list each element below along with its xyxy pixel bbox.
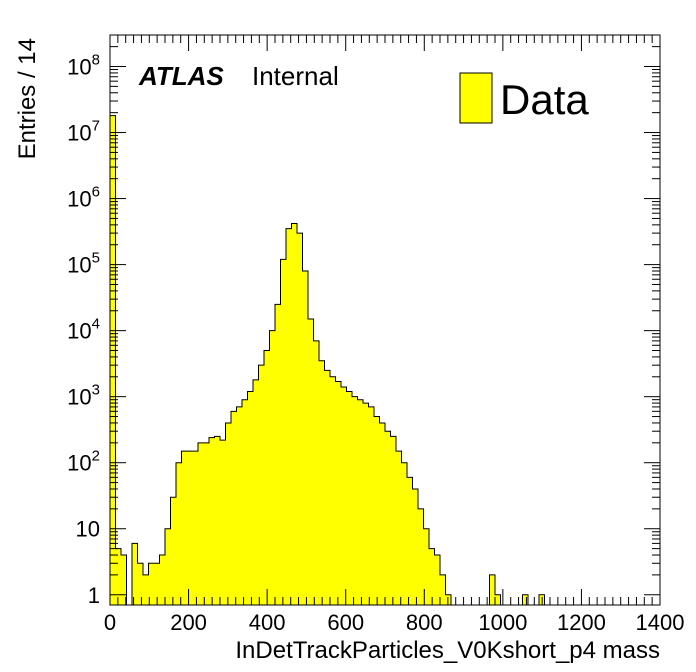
histogram-bar [418,508,424,605]
histogram-bar [385,431,391,605]
histogram-bar [374,416,380,605]
x-tick-label: 1400 [636,610,685,635]
y-tick-label: 106 [67,184,100,212]
y-tick-label: 105 [67,250,100,278]
histogram-bar [357,399,363,605]
x-tick-label: 400 [249,610,286,635]
histogram-bars [109,115,550,606]
histogram-bar [269,330,275,605]
histogram-bar [181,451,187,605]
histogram-bar [368,406,374,605]
histogram-bar [154,563,160,605]
y-tick-label: 107 [67,118,100,146]
x-tick-label: 200 [170,610,207,635]
histogram-bar [286,228,292,605]
legend-swatch-data [459,72,493,124]
histogram-bar [313,340,319,605]
histogram-bar [489,574,495,605]
histogram-bar [335,381,341,605]
legend-label-data: Data [500,76,589,123]
x-tick-labels: 0 200 400 600 800 1000 1200 1400 [104,610,685,635]
x-tick-label: 600 [327,610,364,635]
histogram-bar [495,594,501,605]
histogram-bar [330,376,336,605]
y-tick-labels: 1 10 102 103 104 105 106 107 108 [67,52,100,608]
histogram-bar [407,477,413,605]
x-axis-title: InDetTrackParticles_V0Kshort_p4 mass [235,637,660,664]
histogram-bar [165,528,171,605]
x-tick-label: 1000 [478,610,527,635]
histogram-bar [187,451,193,605]
histogram-bar [132,543,138,605]
histogram-bar [115,548,121,605]
histogram-bar [159,555,165,605]
histogram-bar [379,422,385,605]
histogram-bar [137,563,143,605]
histogram-bar [440,574,446,605]
y-tick-label: 104 [67,316,100,344]
histogram-bar [396,451,402,605]
histogram-bar [302,271,308,605]
histogram-bar [247,391,253,605]
histogram-bar [148,563,154,605]
histogram-bar [236,406,242,605]
histogram-bar [220,440,226,605]
histogram-bar [401,462,407,605]
histogram-bar [297,233,303,605]
histogram-bar [291,223,297,605]
y-tick-label: 108 [67,52,100,80]
x-tick-label: 1200 [557,610,606,635]
atlas-label: ATLAS [138,61,224,91]
histogram-bar [192,451,198,605]
y-tick-label: 102 [67,448,100,476]
histogram-bar [253,379,259,605]
histogram-bar [346,391,352,605]
histogram-bar [308,319,314,605]
histogram-bar [214,436,220,605]
histogram-bar [258,365,264,605]
histogram-bar [121,555,127,605]
histogram-bar [341,387,347,605]
histogram-bar [264,350,270,605]
y-tick-label: 10 [76,517,100,542]
histogram-bar [110,115,116,606]
histogram-bar [423,528,429,605]
axis-ticks [109,34,661,605]
histogram-bar [242,399,248,605]
histogram-bar [203,442,209,605]
histogram-bar [522,594,528,605]
y-tick-label: 1 [88,583,100,608]
histogram-bar [280,259,286,605]
histogram-bar [390,436,396,605]
histogram-bar [429,548,435,605]
histogram-bar [412,488,418,605]
histogram-bar [176,462,182,605]
histogram-bar [225,422,231,605]
histogram-bar [352,396,358,605]
histogram-bar [275,304,281,605]
histogram-bar [434,555,440,605]
histogram-bar [363,403,369,605]
histogram-bar [319,360,325,605]
x-tick-label: 800 [406,610,443,635]
histogram-bar [170,497,176,605]
histogram-bar [143,574,149,605]
y-tick-label: 103 [67,382,100,410]
histogram-bar [209,437,215,605]
histogram-bar [324,370,330,605]
histogram-bar [231,411,237,605]
legend: Data [459,72,589,124]
internal-label: Internal [252,61,339,91]
x-tick-label: 0 [104,610,116,635]
histogram-bar [198,442,204,605]
y-axis-title: Entries / 14 [14,38,41,159]
